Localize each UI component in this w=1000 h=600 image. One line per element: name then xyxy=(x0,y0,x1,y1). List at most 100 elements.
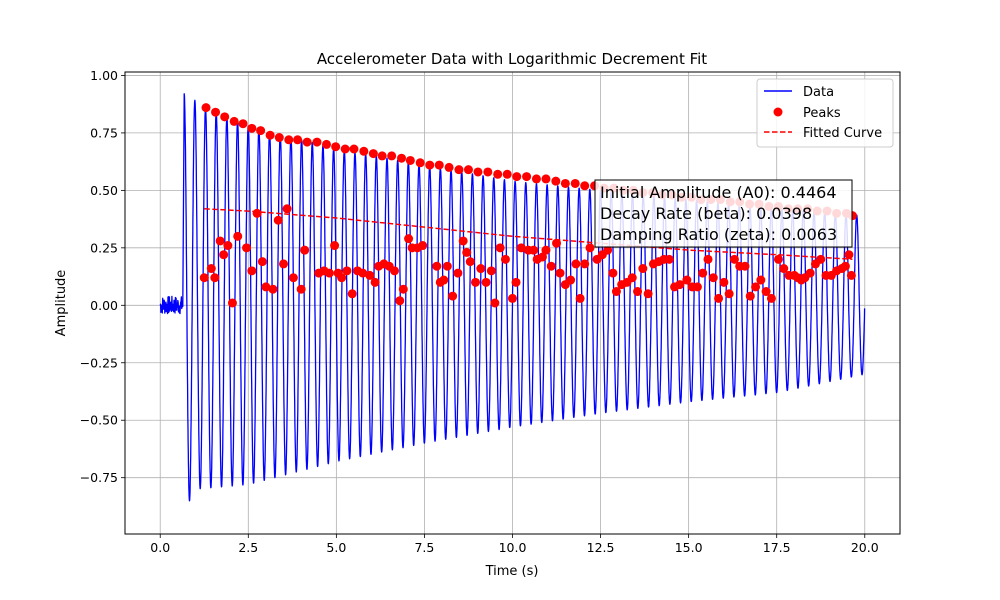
peak-point xyxy=(247,266,257,276)
peak-point-upper xyxy=(238,119,248,129)
x-tick-label: 7.5 xyxy=(414,540,434,555)
peak-point-upper xyxy=(415,158,425,168)
peak-point xyxy=(481,277,491,287)
legend-peaks-swatch xyxy=(773,107,783,117)
peak-point xyxy=(347,289,357,299)
peak-point xyxy=(541,245,551,255)
peak-point xyxy=(537,252,547,262)
peak-point xyxy=(719,277,729,287)
peak-point-upper xyxy=(302,137,312,147)
x-tick-label: 17.5 xyxy=(763,540,791,555)
x-tick-label: 12.5 xyxy=(587,540,615,555)
peak-point xyxy=(442,261,452,271)
peak-point-upper xyxy=(541,174,551,184)
peak-point xyxy=(261,282,271,292)
annotation-frame xyxy=(594,179,853,248)
peak-point-upper xyxy=(580,181,590,191)
peak-point-upper xyxy=(293,135,303,145)
peak-point xyxy=(729,254,739,264)
peak-point xyxy=(337,273,347,283)
peak-point xyxy=(398,284,408,294)
y-axis: −0.75 −0.50 −0.25 0.00 0.25 0.50 0.75 1.00 xyxy=(80,68,125,485)
peak-point-upper xyxy=(377,151,387,161)
peak-point xyxy=(365,270,375,280)
peak-point xyxy=(745,291,755,301)
y-axis-label: Amplitude xyxy=(54,270,69,337)
x-axis: 0.0 2.5 5.0 7.5 10.0 12.5 15.0 17.5 20.0 xyxy=(150,534,879,555)
peak-point xyxy=(703,254,713,264)
peak-point xyxy=(242,243,252,253)
peak-point-upper xyxy=(405,155,415,165)
peak-point xyxy=(611,287,621,297)
peak-point xyxy=(324,268,334,278)
peak-point xyxy=(370,277,380,287)
peak-point-upper xyxy=(551,176,561,186)
peak-point xyxy=(500,254,510,264)
peak-point-upper xyxy=(256,126,266,136)
peak-point xyxy=(511,277,521,287)
peak-point xyxy=(844,250,854,260)
peak-point xyxy=(453,268,463,278)
peak-point-upper xyxy=(531,174,541,184)
peak-point xyxy=(840,261,850,271)
peak-point xyxy=(773,254,783,264)
peak-point-upper xyxy=(454,165,464,175)
peak-point xyxy=(471,277,481,287)
peak-point-upper xyxy=(349,144,359,154)
peak-point xyxy=(805,268,815,278)
peak-point-upper xyxy=(502,169,512,179)
peak-point xyxy=(404,234,414,244)
peak-point xyxy=(462,247,472,257)
peak-point xyxy=(252,208,262,218)
peak-point-upper xyxy=(368,149,378,159)
peak-point xyxy=(643,289,653,299)
chart-title: Accelerometer Data with Logarithmic Decr… xyxy=(317,50,707,68)
peak-point-upper xyxy=(463,165,473,175)
peak-point-upper xyxy=(201,103,211,113)
y-tick-label: 0.25 xyxy=(90,240,118,255)
peak-point xyxy=(215,236,225,246)
peak-point xyxy=(268,284,278,294)
peak-point xyxy=(448,291,458,301)
peak-point-upper xyxy=(220,112,230,122)
peak-point xyxy=(476,264,486,274)
peak-point-upper xyxy=(247,123,257,133)
peak-point xyxy=(552,238,562,248)
peak-point-upper xyxy=(229,116,239,126)
peak-point-upper xyxy=(312,137,322,147)
annotation-line-zeta: Damping Ratio (zeta): 0.0063 xyxy=(600,225,837,244)
peak-point xyxy=(282,204,292,214)
peak-point xyxy=(199,273,209,283)
peak-point-upper xyxy=(483,167,493,177)
peak-point xyxy=(682,275,692,285)
y-tick-label: −0.50 xyxy=(80,413,118,428)
peak-point xyxy=(603,245,613,255)
peak-point-upper xyxy=(397,153,407,163)
peak-point xyxy=(395,296,405,306)
x-axis-label: Time (s) xyxy=(485,564,539,579)
peak-point xyxy=(508,293,517,303)
peak-point xyxy=(210,273,220,283)
x-tick-label: 15.0 xyxy=(675,540,703,555)
peak-point xyxy=(555,268,565,278)
peak-point xyxy=(342,266,352,276)
peak-point xyxy=(692,282,702,292)
x-tick-label: 10.0 xyxy=(499,540,527,555)
peak-point xyxy=(566,275,576,285)
peak-point xyxy=(206,264,216,274)
peaks-scatter-group xyxy=(199,204,856,308)
y-tick-label: 0.50 xyxy=(90,183,118,198)
peak-point xyxy=(756,275,766,285)
peak-point xyxy=(633,287,643,297)
y-tick-label: −0.25 xyxy=(80,355,118,370)
annotation-line-a0: Initial Amplitude (A0): 0.4464 xyxy=(600,183,837,202)
peak-point xyxy=(486,266,496,276)
peak-point-upper xyxy=(560,178,570,188)
peak-point xyxy=(698,268,708,278)
peak-point xyxy=(751,282,761,292)
peak-point-upper xyxy=(473,167,483,177)
peak-point xyxy=(300,245,310,255)
peak-point-upper xyxy=(340,144,350,154)
peak-point-upper xyxy=(522,172,532,182)
